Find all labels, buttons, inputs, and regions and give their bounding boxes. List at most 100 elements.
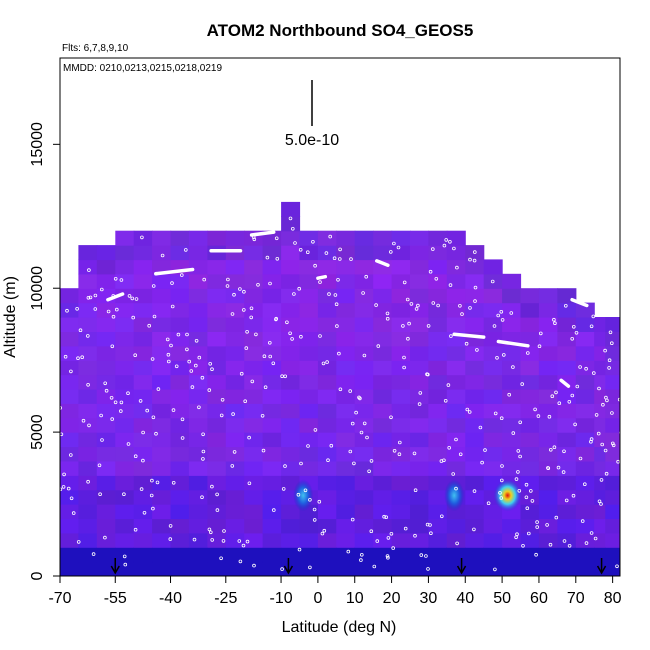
sample-point — [122, 492, 126, 497]
heatmap-cell — [170, 273, 190, 289]
heatmap-cell — [354, 245, 374, 261]
sample-point — [86, 382, 90, 387]
heatmap-cell — [336, 374, 356, 390]
heatmap-cell — [502, 532, 522, 548]
sample-point — [578, 456, 583, 461]
sample-point — [252, 563, 256, 568]
heatmap-cell — [299, 302, 319, 318]
x-tick-label: -70 — [48, 590, 71, 607]
sample-point — [299, 334, 303, 339]
sample-point — [134, 297, 139, 301]
heatmap-cell — [152, 432, 172, 448]
heatmap-cell — [225, 475, 245, 491]
heatmap-cell — [262, 331, 282, 347]
sample-point — [147, 323, 152, 328]
heatmap-cell — [207, 331, 227, 347]
heatmap-cell — [170, 446, 190, 462]
sample-point — [231, 412, 235, 416]
heatmap-cell — [262, 504, 282, 520]
sample-point — [376, 344, 381, 348]
heatmap-cell — [262, 317, 282, 332]
sample-point — [324, 251, 329, 255]
sample-point — [100, 287, 104, 292]
heatmap-cell — [152, 317, 172, 332]
sample-point — [290, 337, 294, 341]
heatmap-cell — [207, 547, 227, 563]
sample-point — [430, 247, 435, 251]
sample-point — [308, 497, 312, 502]
heatmap-cell — [152, 302, 172, 318]
sample-point — [580, 519, 585, 523]
sample-point — [160, 253, 165, 258]
sample-point — [180, 436, 185, 440]
heatmap-cell — [336, 403, 356, 419]
heatmap-cell — [317, 360, 337, 376]
sample-point — [428, 523, 432, 527]
heatmap-cell — [428, 417, 448, 433]
sample-point — [247, 481, 252, 486]
heatmap-cell — [207, 432, 227, 448]
heatmap-cell — [281, 245, 301, 261]
heatmap-cell — [207, 532, 227, 548]
sample-point — [582, 482, 587, 487]
x-tick-label: 70 — [567, 590, 585, 607]
heatmap-cell — [133, 317, 153, 332]
heatmap-cell — [538, 446, 558, 462]
sample-point — [434, 276, 439, 281]
heatmap-cell — [354, 417, 374, 433]
heatmap-cell — [538, 345, 558, 361]
heatmap-cell — [60, 417, 79, 433]
heatmap-cell — [244, 446, 264, 462]
heatmap-cell — [354, 360, 374, 376]
sample-point — [473, 285, 478, 290]
heatmap-cell — [60, 288, 79, 304]
heatmap-cell — [391, 331, 411, 347]
heatmap-cell — [152, 259, 172, 275]
sample-point — [256, 282, 260, 287]
sample-point — [350, 421, 355, 426]
sample-point — [81, 418, 86, 423]
sample-point — [189, 369, 194, 373]
heatmap-cell — [96, 446, 116, 462]
sample-point — [552, 445, 557, 450]
heatmap-cell — [225, 432, 245, 448]
heatmap-cell — [410, 230, 429, 246]
sample-point — [607, 358, 612, 363]
sample-point — [249, 306, 254, 311]
sample-point — [200, 375, 205, 380]
x-tick-label: -10 — [269, 590, 292, 607]
sample-point — [88, 295, 93, 300]
y-tick-label: 15000 — [29, 122, 46, 167]
heatmap-cell — [281, 374, 301, 390]
sample-point — [584, 541, 589, 545]
sample-point — [375, 539, 380, 543]
heatmap-cell — [170, 475, 190, 491]
heatmap-cell — [152, 288, 172, 304]
heatmap-cell — [207, 302, 227, 318]
heatmap-cell — [483, 374, 503, 390]
heatmap-cell — [605, 460, 620, 476]
sample-point — [594, 413, 599, 417]
sample-point — [534, 552, 538, 557]
sample-point — [361, 291, 365, 295]
heatmap-cell — [170, 345, 190, 361]
heatmap-cell — [96, 475, 116, 491]
heatmap-cell — [446, 417, 466, 433]
heatmap-cell — [373, 446, 393, 462]
sample-point — [621, 413, 624, 416]
heatmap-cell — [336, 446, 356, 462]
scale-label: 5.0e-10 — [285, 132, 339, 149]
sample-point — [215, 508, 220, 512]
sample-point — [297, 547, 302, 552]
heatmap-cell — [96, 388, 116, 404]
heatmap-cell — [225, 345, 245, 361]
sample-point — [209, 530, 213, 535]
heatmap-cell — [96, 245, 116, 261]
sample-point — [389, 531, 394, 536]
sample-point — [444, 238, 449, 242]
heatmap-cell — [262, 288, 282, 304]
heatmap-cell — [225, 518, 245, 534]
heatmap-cell — [152, 345, 172, 361]
heatmap-cell — [575, 331, 595, 347]
heatmap-cell — [225, 245, 245, 261]
